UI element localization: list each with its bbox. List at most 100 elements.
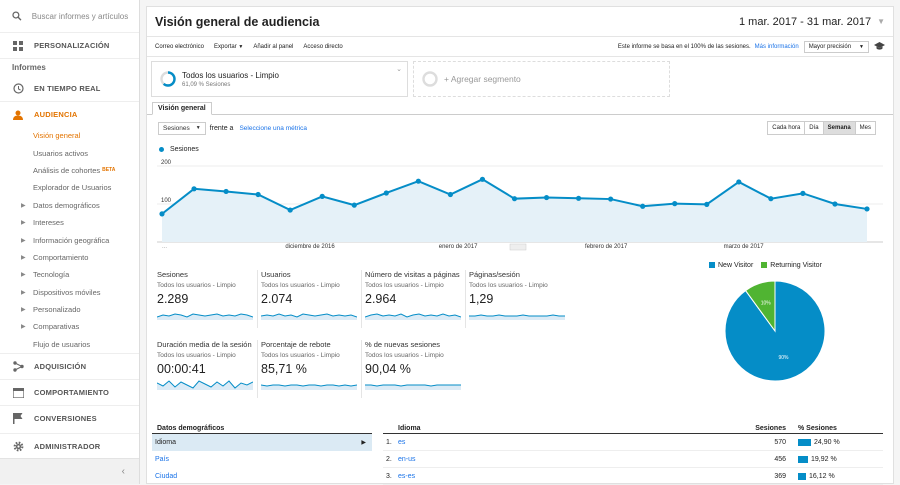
data-point[interactable] bbox=[672, 201, 678, 207]
sidebar-audience-item[interactable]: ▶ Comparativas bbox=[0, 318, 139, 335]
data-point[interactable] bbox=[479, 176, 486, 182]
segment-donut-icon bbox=[160, 71, 176, 87]
granularity-button[interactable]: Semana bbox=[822, 121, 856, 135]
select-metric-link[interactable]: Seleccione una métrica bbox=[239, 124, 308, 132]
data-point[interactable] bbox=[319, 193, 325, 199]
kpi-card: Usuarios Todos los usuarios - Limpio 2.074 bbox=[261, 270, 361, 320]
gear-icon bbox=[12, 441, 24, 453]
sidebar-audience-item[interactable]: Análisis de cohortes BETA bbox=[0, 162, 139, 179]
search-bar[interactable]: Buscar informes y artículos bbox=[0, 0, 139, 32]
language-link[interactable]: es-es bbox=[398, 472, 416, 480]
sidebar-audience-item[interactable]: Usuarios activos bbox=[0, 144, 139, 161]
sidebar-personalizacion[interactable]: PERSONALIZACIÓN bbox=[0, 32, 139, 58]
pct-value: 19,92 % bbox=[811, 455, 837, 463]
add-segment-button[interactable]: + Agregar segmento bbox=[413, 61, 670, 97]
sidebar-conversiones[interactable]: CONVERSIONES bbox=[0, 405, 139, 431]
row-index: 2. bbox=[386, 455, 392, 463]
page-title: Visión general de audiencia bbox=[155, 14, 320, 29]
table-row: 1. es 570 24,90 % bbox=[383, 434, 883, 451]
sidebar-comportamiento[interactable]: COMPORTAMIENTO bbox=[0, 379, 139, 405]
kpi-label: Porcentaje de rebote bbox=[261, 340, 331, 349]
data-point[interactable] bbox=[640, 203, 646, 209]
demographics-item-label: Idioma bbox=[155, 439, 177, 446]
data-point[interactable] bbox=[287, 207, 293, 213]
kpi-sparkline bbox=[157, 313, 253, 320]
tab-overview[interactable]: Visión general bbox=[152, 102, 212, 115]
kpi-value: 2.964 bbox=[365, 292, 397, 306]
report-header: Visión general de audiencia 1 mar. 2017 … bbox=[147, 7, 893, 37]
language-link[interactable]: es bbox=[398, 438, 406, 446]
data-point[interactable] bbox=[447, 191, 454, 198]
sidebar-audience-item[interactable]: Flujo de usuarios bbox=[0, 336, 139, 353]
collapse-sidebar-button[interactable]: ‹ bbox=[0, 458, 139, 484]
more-info-link[interactable]: Más información bbox=[754, 43, 799, 50]
expand-triangle-icon: ▶ bbox=[21, 307, 26, 314]
data-point[interactable] bbox=[511, 196, 518, 202]
data-point[interactable] bbox=[704, 201, 710, 207]
legend-new-visitor: New Visitor bbox=[709, 262, 753, 269]
data-point[interactable] bbox=[159, 211, 165, 217]
metric-select[interactable]: Sesiones ▼ bbox=[158, 121, 206, 135]
pie-slice-returning-visitor[interactable] bbox=[744, 280, 776, 333]
sidebar-audience-item[interactable]: ▶ Intereses bbox=[0, 214, 139, 231]
date-range-picker[interactable]: 1 mar. 2017 - 31 mar. 2017 ▼ bbox=[739, 16, 885, 28]
kpi-segment: Todos los usuarios - Limpio bbox=[261, 352, 340, 359]
language-link[interactable]: en-us bbox=[398, 455, 416, 463]
data-point[interactable] bbox=[351, 202, 357, 208]
kpi-segment: Todos los usuarios - Limpio bbox=[469, 282, 548, 289]
email-button[interactable]: Correo electrónico bbox=[155, 43, 205, 50]
x-ellipsis: ... bbox=[162, 244, 167, 250]
add-to-dashboard-button[interactable]: Añadir al panel bbox=[253, 43, 294, 50]
sessions-value: 570 bbox=[774, 438, 786, 446]
sidebar-audience-item[interactable]: ▶ Tecnología bbox=[0, 266, 139, 283]
sidebar-audience-item[interactable]: ▶ Dispositivos móviles bbox=[0, 284, 139, 301]
sidebar-audiencia[interactable]: AUDIENCIA bbox=[0, 101, 139, 127]
chevron-down-icon[interactable]: ⌄ bbox=[396, 66, 402, 73]
shortcut-button[interactable]: Acceso directo bbox=[303, 43, 343, 50]
kpi-value: 90,04 % bbox=[365, 362, 411, 376]
sidebar-audience-item[interactable]: Visión general bbox=[0, 127, 139, 144]
data-point[interactable] bbox=[736, 179, 742, 185]
sidebar-audience-item[interactable]: ▶ Información geográfica bbox=[0, 231, 139, 248]
chart-resize-handle[interactable] bbox=[509, 243, 527, 251]
versus-label: frente a bbox=[209, 124, 234, 132]
granularity-button[interactable]: Mes bbox=[854, 121, 876, 135]
search-input[interactable]: Buscar informes y artículos bbox=[31, 11, 129, 21]
expand-triangle-icon: ▶ bbox=[21, 237, 26, 244]
sidebar-audience-item[interactable]: ▶ Personalizado bbox=[0, 301, 139, 318]
demographics-item-label: Ciudad bbox=[155, 473, 178, 480]
data-point[interactable] bbox=[383, 190, 389, 196]
data-point[interactable] bbox=[832, 201, 838, 207]
data-point[interactable] bbox=[800, 190, 806, 196]
granularity-button[interactable]: Cada hora bbox=[767, 121, 806, 135]
sidebar-audience-item[interactable]: ▶ Datos demográficos bbox=[0, 197, 139, 214]
data-point[interactable] bbox=[255, 191, 261, 198]
data-point[interactable] bbox=[191, 186, 197, 192]
data-point[interactable] bbox=[575, 195, 582, 201]
demographics-item[interactable]: Ciudad bbox=[152, 468, 372, 485]
sidebar-audience-item[interactable]: Explorador de Usuarios bbox=[0, 179, 139, 196]
sidebar-item-label: Tecnología bbox=[33, 270, 70, 280]
person-icon bbox=[12, 109, 24, 121]
sidebar-administrador[interactable]: ADMINISTRADOR bbox=[0, 433, 139, 459]
data-point[interactable] bbox=[608, 196, 614, 202]
data-point[interactable] bbox=[543, 194, 550, 201]
data-point[interactable] bbox=[223, 188, 229, 195]
visitor-pie-chart: 90% 10% bbox=[724, 280, 826, 382]
precision-select[interactable]: Mayor precisión ▼ bbox=[803, 40, 869, 53]
demographics-item[interactable]: Idioma ▶ bbox=[152, 434, 372, 451]
sidebar-adquisicion[interactable]: ADQUISICIÓN bbox=[0, 353, 139, 379]
data-point[interactable] bbox=[415, 178, 421, 184]
data-point[interactable] bbox=[768, 196, 774, 202]
acquisition-icon bbox=[12, 361, 24, 373]
segment-card[interactable]: Todos los usuarios - Limpio 61,09 % Sesi… bbox=[151, 61, 408, 97]
graduation-cap-icon[interactable] bbox=[874, 41, 885, 52]
kpi-card: Duración media de la sesión Todos los usu… bbox=[157, 340, 257, 390]
sidebar-audience-item[interactable]: ▶ Comportamiento bbox=[0, 249, 139, 266]
data-point[interactable] bbox=[864, 206, 870, 212]
sidebar-tiempo-real[interactable]: EN TIEMPO REAL bbox=[0, 75, 139, 101]
pct-value: 16,12 % bbox=[809, 472, 835, 480]
demographics-item[interactable]: País bbox=[152, 451, 372, 468]
granularity-button[interactable]: Día bbox=[804, 121, 824, 135]
export-button[interactable]: Exportar ▼ bbox=[214, 44, 243, 50]
